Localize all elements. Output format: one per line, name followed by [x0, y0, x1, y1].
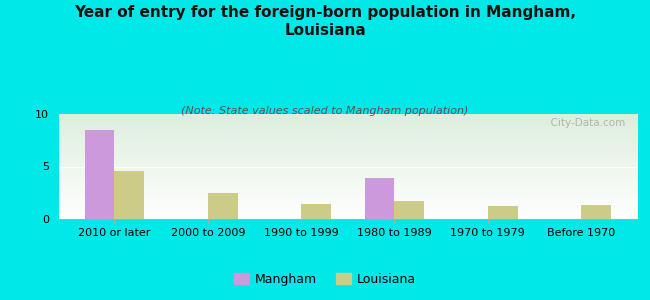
Bar [395, 201, 424, 219]
Legend: Mangham, Louisiana: Mangham, Louisiana [229, 268, 421, 291]
Bar [301, 204, 331, 219]
Bar [114, 171, 144, 219]
Bar [84, 130, 114, 219]
Text: City-Data.com: City-Data.com [544, 118, 625, 128]
Text: (Note: State values scaled to Mangham population): (Note: State values scaled to Mangham po… [181, 106, 469, 116]
Text: Year of entry for the foreign-born population in Mangham,
Louisiana: Year of entry for the foreign-born popul… [74, 4, 576, 38]
Bar [581, 205, 611, 219]
Bar [208, 193, 238, 219]
Bar [488, 206, 517, 219]
Bar [365, 178, 395, 219]
